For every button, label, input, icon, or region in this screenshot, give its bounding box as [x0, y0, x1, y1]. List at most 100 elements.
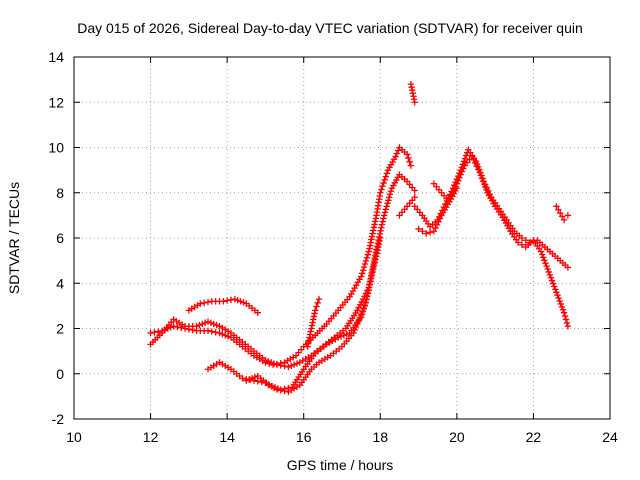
- data-point: [518, 234, 526, 242]
- data-point: [358, 310, 366, 318]
- data-point: [378, 221, 386, 228]
- data-point: [514, 239, 522, 246]
- series-track-c: [185, 295, 261, 316]
- data-point: [476, 169, 484, 176]
- data-point: [458, 168, 466, 175]
- y-tick-label: 14: [48, 49, 64, 65]
- data-point: [370, 265, 377, 273]
- data-point: [274, 385, 282, 392]
- data-point: [369, 268, 376, 276]
- data-point: [367, 277, 374, 285]
- x-tick-label: 22: [526, 429, 542, 445]
- data-point: [540, 254, 547, 261]
- data-point: [555, 294, 562, 302]
- data-point: [547, 274, 555, 281]
- x-tick-label: 20: [449, 429, 465, 445]
- data-point: [212, 329, 219, 336]
- data-point: [245, 376, 253, 383]
- data-point: [460, 165, 467, 172]
- data-point: [314, 299, 321, 307]
- data-point: [544, 265, 551, 273]
- data-point: [560, 309, 568, 316]
- data-point: [456, 174, 463, 181]
- x-tick-label: 18: [372, 429, 388, 445]
- data-point: [359, 307, 367, 315]
- data-point: [538, 251, 546, 258]
- data-point: [216, 329, 223, 337]
- data-point: [563, 319, 571, 327]
- data-point: [373, 250, 381, 257]
- data-point: [372, 253, 380, 260]
- data-point: [378, 224, 385, 231]
- data-point: [315, 295, 323, 303]
- data-point: [147, 329, 154, 337]
- data-point: [376, 237, 383, 245]
- data-point: [564, 323, 572, 330]
- data-point: [357, 273, 365, 280]
- data-point: [366, 281, 374, 288]
- series-track-g: [407, 80, 418, 106]
- data-point: [207, 319, 215, 327]
- chart-title: Day 015 of 2026, Sidereal Day-to-day VTE…: [77, 20, 583, 36]
- data-point: [223, 297, 231, 304]
- data-point: [197, 300, 204, 307]
- data-point: [363, 254, 371, 261]
- series-track-j: [415, 153, 572, 330]
- data-point: [363, 295, 370, 303]
- data-point: [403, 151, 411, 158]
- y-tick-label: 0: [56, 366, 64, 382]
- data-point: [204, 327, 212, 334]
- y-tick-label: 8: [56, 185, 64, 201]
- data-point: [548, 277, 556, 284]
- data-point: [423, 230, 430, 237]
- data-point: [270, 360, 278, 367]
- data-point: [248, 375, 256, 382]
- data-point: [430, 228, 438, 235]
- data-point: [210, 320, 217, 328]
- series-track-i: [411, 146, 572, 271]
- data-point: [477, 172, 485, 179]
- data-point: [313, 303, 320, 310]
- data-point: [371, 259, 378, 266]
- data-point: [381, 209, 389, 216]
- data-point: [293, 360, 301, 367]
- data-point: [559, 306, 567, 313]
- data-point: [240, 299, 247, 306]
- series-track-b: [147, 171, 418, 371]
- data-point: [362, 298, 369, 306]
- y-axis-label: SDTVAR / TECUs: [6, 182, 22, 294]
- x-tick-label: 16: [296, 429, 312, 445]
- data-point: [361, 260, 369, 268]
- data-point: [545, 268, 552, 276]
- data-point: [151, 329, 158, 336]
- data-point: [281, 385, 288, 393]
- data-point: [392, 153, 399, 160]
- data-point: [370, 262, 378, 269]
- data-point: [551, 283, 558, 290]
- data-point: [273, 361, 281, 368]
- data-point: [543, 262, 550, 270]
- data-point: [277, 386, 284, 393]
- data-point: [374, 244, 382, 251]
- data-point: [558, 213, 566, 220]
- y-tick-label: -2: [52, 411, 65, 427]
- data-point: [546, 271, 554, 279]
- data-point: [357, 313, 365, 321]
- data-point: [411, 194, 418, 201]
- data-point: [237, 298, 244, 305]
- data-point: [378, 186, 385, 193]
- data-point: [554, 292, 561, 299]
- data-marks: [147, 80, 572, 396]
- data-point: [234, 297, 241, 304]
- data-point: [213, 321, 220, 329]
- data-point: [461, 155, 469, 162]
- data-point: [285, 384, 292, 392]
- data-point: [364, 289, 372, 297]
- data-point: [288, 362, 295, 370]
- data-point: [557, 209, 564, 217]
- series-track-e: [243, 286, 372, 393]
- y-tick-label: 2: [56, 321, 64, 337]
- data-point: [386, 191, 394, 198]
- series-track-l: [430, 180, 461, 205]
